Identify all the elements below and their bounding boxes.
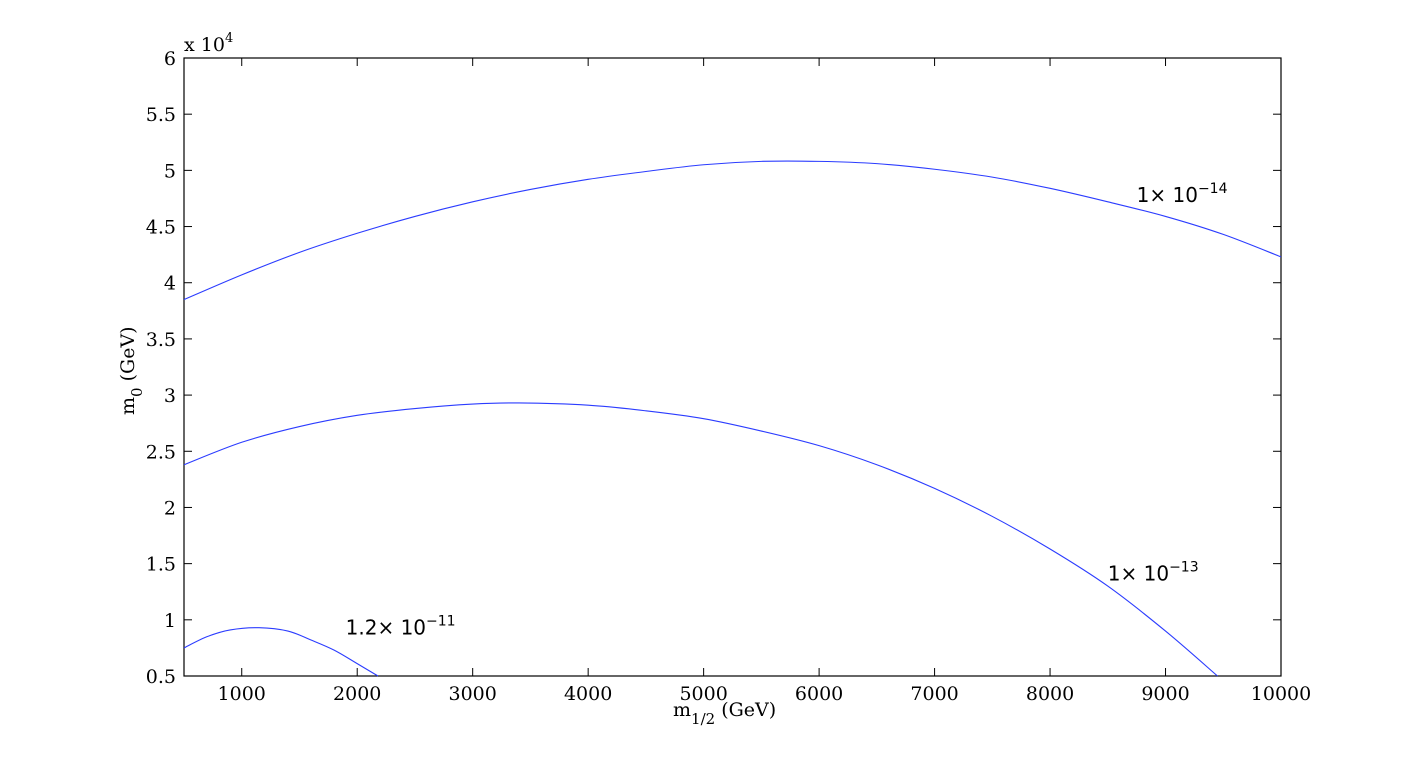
curve-labels: 1× 10−14 1× 10−13 1.2× 10−11 — [346, 181, 1228, 640]
x-axis-ticks: 1000 2000 3000 4000 5000 6000 7000 8000 9000 1000… — [218, 58, 1311, 705]
y-tick-label: 4 — [164, 273, 176, 295]
series-layer — [183, 160, 1282, 677]
y-tick-label: 3 — [164, 385, 176, 407]
y-tick-label: 0.5 — [146, 666, 176, 688]
x-tick-label: 10000 — [1251, 683, 1311, 705]
x-tick-label: 1000 — [218, 683, 266, 705]
y-tick-label: 4.5 — [146, 217, 176, 239]
x-tick-label: 3000 — [449, 683, 497, 705]
y-tick-label: 2 — [164, 497, 176, 519]
y-exponent-base: x 10 — [184, 34, 225, 56]
y-tick-label: 5.5 — [146, 104, 176, 126]
y-exponent-power: 4 — [225, 31, 233, 46]
x-axis-title-main: m — [673, 699, 691, 721]
contour-label-1: 1× 10−14 — [1137, 181, 1228, 207]
y-tick-label: 2.5 — [146, 441, 176, 463]
y-tick-label: 1.5 — [146, 554, 176, 576]
contour-line-1 — [183, 160, 1282, 301]
x-axis-title: m1/2 (GeV) — [673, 699, 776, 728]
x-tick-label: 8000 — [1026, 683, 1074, 705]
y-axis-title-unit: (GeV) — [117, 326, 139, 387]
x-tick-label: 9000 — [1141, 683, 1189, 705]
x-axis-title-sub: 1/2 — [691, 710, 715, 728]
y-exponent-label: x 104 — [184, 31, 233, 56]
y-axis-title: m0 (GeV) — [117, 326, 146, 415]
x-tick-label: 7000 — [910, 683, 958, 705]
contour-line-2 — [183, 402, 1218, 677]
y-tick-label: 5 — [164, 160, 176, 182]
y-axis-ticks: 0.5 1 1.5 2 2.5 3 3.5 4 4.5 5 5.5 6 — [146, 48, 1281, 688]
y-axis-title-main: m — [117, 397, 139, 415]
contour-line-3 — [183, 627, 379, 677]
y-tick-label: 3.5 — [146, 329, 176, 351]
y-tick-label: 6 — [164, 48, 176, 70]
contour-label-2: 1× 10−13 — [1108, 559, 1199, 585]
x-tick-label: 5000 — [679, 683, 727, 705]
contour-label-3: 1.2× 10−11 — [346, 613, 456, 639]
plot-area — [183, 57, 1282, 677]
x-tick-label: 2000 — [333, 683, 381, 705]
y-axis-title-sub: 0 — [128, 387, 146, 397]
x-tick-label: 6000 — [795, 683, 843, 705]
x-axis-title-unit: (GeV) — [715, 699, 776, 721]
x-tick-label: 4000 — [564, 683, 612, 705]
y-tick-label: 1 — [164, 610, 176, 632]
